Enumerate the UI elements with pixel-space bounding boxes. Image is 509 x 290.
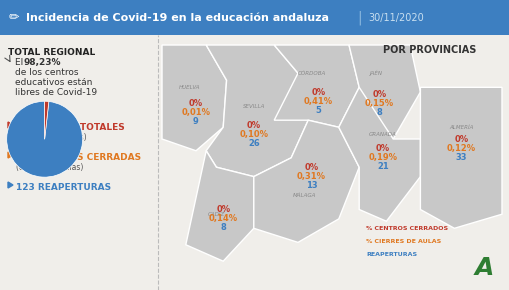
Text: TOTAL REGIONAL: TOTAL REGIONAL bbox=[8, 48, 95, 57]
Wedge shape bbox=[45, 101, 49, 139]
Text: 0% CIERRES TOTALES: 0% CIERRES TOTALES bbox=[16, 123, 125, 132]
Text: JAÉN: JAÉN bbox=[369, 70, 382, 76]
Text: 0%: 0% bbox=[246, 121, 260, 130]
Text: de los centros: de los centros bbox=[15, 68, 78, 77]
Text: SEVILLA: SEVILLA bbox=[242, 104, 265, 108]
Text: CADIZ: CADIZ bbox=[207, 212, 224, 217]
Text: 30/11/2020: 30/11/2020 bbox=[367, 13, 423, 23]
Text: REAPERTURAS: REAPERTURAS bbox=[365, 252, 416, 257]
Polygon shape bbox=[419, 87, 501, 228]
Text: 98,23%: 98,23% bbox=[24, 58, 62, 67]
Polygon shape bbox=[206, 45, 307, 177]
Text: ALMERÍA: ALMERÍA bbox=[448, 125, 472, 130]
Text: 0,41%: 0,41% bbox=[303, 97, 332, 106]
Text: % CIERRES DE AULAS: % CIERRES DE AULAS bbox=[365, 239, 440, 244]
Bar bbox=[0, 0, 509, 35]
Text: 5: 5 bbox=[315, 106, 321, 115]
Text: CÓRDOBA: CÓRDOBA bbox=[297, 71, 325, 76]
Text: 0,01%: 0,01% bbox=[181, 108, 210, 117]
Polygon shape bbox=[253, 120, 358, 242]
Text: 0,31%: 0,31% bbox=[297, 172, 325, 181]
Polygon shape bbox=[8, 152, 13, 158]
Text: MÁLAGA: MÁLAGA bbox=[293, 193, 316, 198]
Polygon shape bbox=[8, 122, 13, 128]
Text: 26: 26 bbox=[247, 139, 259, 148]
Text: libres de Covid-19: libres de Covid-19 bbox=[15, 88, 97, 97]
Text: 0,10%: 0,10% bbox=[239, 130, 268, 139]
Text: (de 7.099 centros): (de 7.099 centros) bbox=[16, 133, 87, 142]
Polygon shape bbox=[162, 45, 226, 151]
Text: 9: 9 bbox=[193, 117, 199, 126]
Text: 0,19%: 0,19% bbox=[368, 153, 397, 162]
Text: 0,15%: 0,15% bbox=[364, 99, 393, 108]
Polygon shape bbox=[348, 45, 419, 139]
Text: educativos están: educativos están bbox=[15, 78, 92, 87]
Text: A: A bbox=[474, 256, 493, 280]
Text: 0,18% AULAS CERRADAS: 0,18% AULAS CERRADAS bbox=[16, 153, 141, 162]
Polygon shape bbox=[185, 151, 253, 261]
Text: 123 REAPERTURAS: 123 REAPERTURAS bbox=[16, 183, 111, 192]
Text: POR PROVINCIAS: POR PROVINCIAS bbox=[383, 45, 476, 55]
Text: 0,12%: 0,12% bbox=[446, 144, 475, 153]
Polygon shape bbox=[8, 182, 13, 188]
Text: ✏: ✏ bbox=[9, 12, 19, 24]
Text: 33: 33 bbox=[455, 153, 466, 162]
Text: Incidencia de Covid-19 en la educación andaluza: Incidencia de Covid-19 en la educación a… bbox=[26, 13, 328, 23]
Text: |: | bbox=[357, 11, 361, 25]
Text: 8: 8 bbox=[220, 223, 225, 232]
Text: 0%: 0% bbox=[310, 88, 325, 97]
Text: 21: 21 bbox=[376, 162, 388, 171]
Wedge shape bbox=[7, 101, 82, 177]
Text: 0%: 0% bbox=[375, 144, 389, 153]
Text: 13: 13 bbox=[305, 181, 317, 190]
Text: El: El bbox=[15, 58, 26, 67]
Text: 8: 8 bbox=[376, 108, 382, 117]
Text: 0,14%: 0,14% bbox=[208, 214, 237, 223]
Text: 0%: 0% bbox=[304, 163, 318, 172]
Text: GRANADA: GRANADA bbox=[369, 132, 396, 137]
Polygon shape bbox=[274, 45, 358, 127]
Text: (de 78.024 aulas): (de 78.024 aulas) bbox=[16, 163, 83, 172]
Text: HUELVA: HUELVA bbox=[178, 85, 200, 90]
Text: 0%: 0% bbox=[372, 90, 386, 99]
Text: 0%: 0% bbox=[188, 99, 203, 108]
Text: % CENTROS CERRADOS: % CENTROS CERRADOS bbox=[365, 226, 447, 231]
Text: 0%: 0% bbox=[453, 135, 467, 144]
Text: 0%: 0% bbox=[216, 205, 230, 214]
Polygon shape bbox=[338, 87, 419, 221]
